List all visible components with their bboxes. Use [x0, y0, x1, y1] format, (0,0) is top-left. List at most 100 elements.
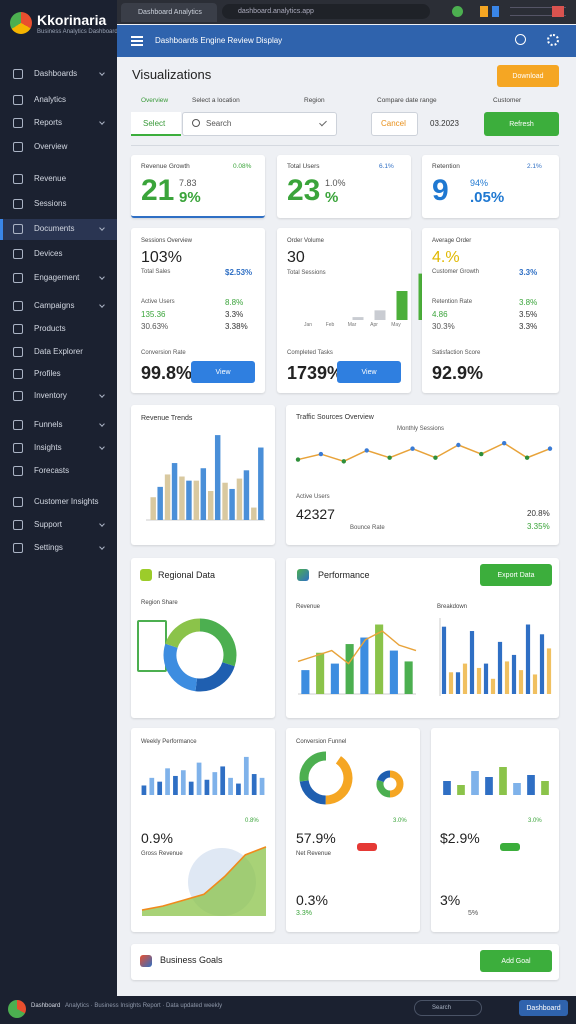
- bar: [532, 674, 538, 694]
- nav-item[interactable]: Overview: [34, 142, 68, 151]
- panel-label: Sessions Overview: [141, 238, 193, 244]
- card-title: Performance: [318, 570, 370, 580]
- button-label[interactable]: Download: [512, 72, 544, 80]
- point: [387, 455, 392, 460]
- window-controls: [510, 7, 566, 16]
- button-label[interactable]: Refresh: [509, 120, 534, 128]
- bar: [360, 637, 369, 694]
- nav-item[interactable]: Settings: [34, 543, 63, 552]
- nav-item[interactable]: Profiles: [34, 369, 61, 378]
- nav-item[interactable]: Support: [34, 520, 63, 529]
- value: 3%: [440, 892, 461, 908]
- point: [364, 448, 369, 453]
- point: [547, 446, 553, 451]
- menu-line: [131, 44, 143, 46]
- nav-item[interactable]: Dashboards: [34, 69, 78, 78]
- kpi-change: 0.08%: [233, 163, 252, 170]
- nav-icon: [13, 95, 23, 105]
- bar-chart: [439, 618, 552, 696]
- bar: [525, 624, 531, 694]
- button[interactable]: [484, 112, 559, 136]
- bar: [196, 762, 202, 795]
- stat-value: 42327: [296, 506, 335, 522]
- row-value: 3.3%: [225, 310, 244, 319]
- settings-icon[interactable]: [547, 34, 559, 46]
- bar: [150, 497, 156, 520]
- row-value: 3.3%: [519, 322, 538, 331]
- button[interactable]: [337, 361, 401, 383]
- nav-item[interactable]: Inventory: [34, 391, 67, 400]
- nav-item[interactable]: Devices: [34, 249, 63, 258]
- donut-chart: [376, 770, 404, 798]
- nav-item[interactable]: Insights: [34, 443, 62, 452]
- nav-item[interactable]: Data Explorer: [34, 347, 83, 356]
- x-tick-label: May: [391, 322, 401, 328]
- search-box[interactable]: [182, 112, 337, 136]
- bar: [352, 317, 364, 320]
- nav-item[interactable]: Reports: [34, 118, 63, 127]
- nav-item[interactable]: Analytics: [34, 95, 67, 104]
- nav-item[interactable]: Customer Insights: [34, 497, 99, 506]
- bar: [504, 661, 510, 694]
- tab: [121, 3, 217, 22]
- filter-label: Compare date range: [377, 97, 437, 104]
- x-tick-label: Feb: [326, 322, 335, 328]
- bottom-bar: [0, 996, 576, 1024]
- button[interactable]: [191, 361, 255, 383]
- placeholder[interactable]: Search: [206, 119, 232, 128]
- tab-select[interactable]: [131, 112, 181, 136]
- bar: [236, 783, 241, 795]
- row-label: Active Users: [141, 299, 175, 305]
- point: [456, 442, 461, 448]
- filter-label: Region: [304, 97, 325, 104]
- placeholder[interactable]: Search: [432, 1005, 452, 1011]
- nav-item[interactable]: Funnels: [34, 420, 63, 429]
- button-label[interactable]: Cancel: [381, 119, 406, 128]
- button-label[interactable]: Add Goal: [501, 957, 531, 965]
- chart-title: Conversion Funnel: [296, 739, 347, 745]
- kpi-change: 6.1%: [379, 163, 394, 170]
- nav-item[interactable]: Sessions: [34, 199, 67, 208]
- search-icon[interactable]: [515, 34, 526, 45]
- ext-icon: [452, 6, 463, 17]
- kpi-label: Retention: [432, 163, 460, 170]
- donut-chart: [163, 618, 237, 692]
- chart-title: Traffic Sources Overview: [296, 414, 374, 421]
- area-chart: [141, 846, 267, 916]
- search-pill[interactable]: [414, 1000, 482, 1016]
- bar: [180, 770, 186, 795]
- row-label: Total Sales: [141, 269, 171, 275]
- point: [410, 446, 415, 451]
- nav-item[interactable]: Documents: [34, 224, 75, 233]
- bar: [251, 774, 257, 795]
- button-label[interactable]: Dashboard: [526, 1004, 561, 1012]
- button-label[interactable]: Export Data: [497, 571, 535, 579]
- bar: [546, 648, 552, 694]
- point: [501, 440, 507, 446]
- button[interactable]: [497, 65, 559, 87]
- nav-item[interactable]: Campaigns: [34, 301, 75, 310]
- nav-item[interactable]: Revenue: [34, 174, 67, 183]
- button[interactable]: [519, 1000, 568, 1016]
- nav-item[interactable]: Engagement: [34, 273, 80, 282]
- nav-item[interactable]: Products: [34, 324, 66, 333]
- x-tick-label: Apr: [370, 322, 378, 328]
- cancel-button[interactable]: [371, 112, 418, 136]
- nav-icon: [13, 273, 23, 283]
- panel-value: 103%: [141, 249, 182, 266]
- filter-label: Select a location: [192, 97, 240, 104]
- bar: [389, 650, 398, 694]
- bar: [207, 491, 214, 520]
- button[interactable]: [480, 564, 552, 586]
- nav-icon: [13, 420, 23, 430]
- donut-segment: [163, 643, 198, 692]
- bar: [229, 488, 235, 520]
- tab-label[interactable]: Select: [143, 119, 166, 128]
- nav-item[interactable]: Forecasts: [34, 466, 70, 475]
- line: [141, 846, 267, 911]
- nav-icon: [13, 347, 23, 357]
- button-label[interactable]: View: [361, 368, 377, 376]
- footer-label: Satisfaction Score: [432, 350, 481, 356]
- button-label[interactable]: View: [215, 368, 231, 376]
- button[interactable]: [480, 950, 552, 972]
